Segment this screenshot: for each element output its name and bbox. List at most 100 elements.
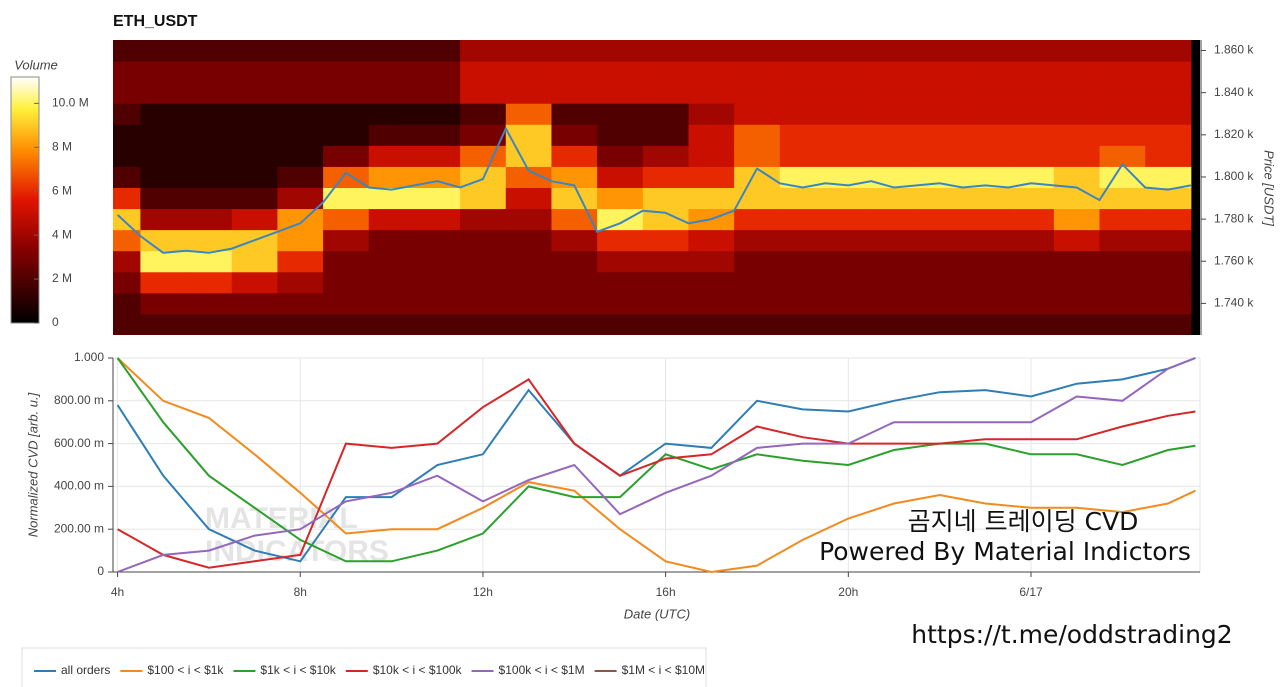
heatmap-cell <box>734 250 781 273</box>
heatmap-cell <box>825 313 872 335</box>
heatmap-cell <box>688 166 735 188</box>
heatmap-cell <box>1099 229 1146 252</box>
heatmap-cell <box>871 166 918 188</box>
heatmap-cell <box>186 208 233 231</box>
heatmap-cell <box>1145 82 1192 104</box>
heatmap-cell <box>688 103 735 125</box>
heatmap-cell <box>916 61 964 83</box>
heatmap-cell <box>916 208 964 231</box>
heatmap-cell <box>1008 145 1055 167</box>
heatmap-cell <box>688 292 735 315</box>
heatmap-cell <box>368 292 415 315</box>
heatmap-cell <box>460 313 507 335</box>
heatmap-cell <box>460 103 507 125</box>
y-tick-label: 800.00 m <box>54 393 104 407</box>
heatmap-cell <box>962 40 1009 62</box>
heatmap-cell <box>368 40 415 62</box>
heatmap-cell <box>1053 103 1101 125</box>
series-line <box>117 357 1196 573</box>
heatmap-cell <box>113 313 141 335</box>
heatmap-cell <box>323 124 370 146</box>
heatmap-cell <box>460 292 507 315</box>
heatmap-cell <box>277 124 324 146</box>
heatmap-cell <box>186 166 233 188</box>
heatmap-cell <box>186 40 233 62</box>
heatmap-cell <box>277 313 324 335</box>
heatmap-cell <box>642 271 689 294</box>
heatmap-cell <box>113 166 141 188</box>
colorbar-tick-label: 10.0 M <box>52 96 89 110</box>
heatmap-cell <box>597 313 644 335</box>
heatmap-cell <box>277 40 324 62</box>
heatmap-cell <box>113 40 141 62</box>
heatmap-cell <box>505 271 552 294</box>
heatmap-cell <box>962 124 1009 146</box>
heatmap-cell <box>642 103 689 125</box>
heatmap-cell <box>642 313 689 335</box>
heatmap-cell <box>368 124 415 146</box>
heatmap-cell <box>551 124 598 146</box>
x-axis-label: Date (UTC) <box>624 606 690 621</box>
heatmap-cell <box>186 103 233 125</box>
heatmap-cell <box>871 229 918 252</box>
heatmap-cell <box>642 40 689 62</box>
heatmap-cell <box>962 145 1009 167</box>
heatmap-cell <box>323 166 370 188</box>
heatmap-cell <box>460 271 507 294</box>
heatmap-cell <box>597 145 644 167</box>
heatmap-cell <box>597 187 644 210</box>
heatmap-cell <box>825 103 872 125</box>
heatmap-cell <box>597 208 644 231</box>
heatmap-cell <box>113 250 141 273</box>
heatmap-cell <box>642 145 689 167</box>
heatmap-cell <box>1053 40 1101 62</box>
heatmap-cell <box>916 313 964 335</box>
heatmap-cell <box>368 313 415 335</box>
heatmap-cell <box>551 145 598 167</box>
heatmap-cell <box>734 208 781 231</box>
y2-tick-label: 1.840 k <box>1214 85 1254 99</box>
y2-tick-label: 1.860 k <box>1214 43 1254 57</box>
legend-label: $100 < i < $1k <box>147 663 224 677</box>
heatmap-cell <box>551 271 598 294</box>
y2-tick-label: 1.780 k <box>1214 211 1254 225</box>
colorbar-tick-label: 6 M <box>52 183 72 197</box>
heatmap-cell <box>871 124 918 146</box>
legend-label: $1M < i < $10M <box>622 663 705 677</box>
heatmap-cell <box>825 292 872 315</box>
heatmap-cell <box>962 166 1009 188</box>
heatmap-cell <box>414 40 461 62</box>
heatmap-cell <box>1099 61 1146 83</box>
heatmap-cell <box>779 292 826 315</box>
heatmap-cell <box>734 40 781 62</box>
heatmap-cell <box>113 229 141 252</box>
heatmap-cell <box>962 82 1009 104</box>
heatmap-cell <box>113 82 141 104</box>
heatmap-cell <box>688 271 735 294</box>
heatmap-cell <box>414 271 461 294</box>
y-axis-label: Normalized CVD [arb. u.] <box>25 392 40 537</box>
heatmap-cell <box>414 124 461 146</box>
heatmap-cell <box>505 229 552 252</box>
heatmap-cell <box>323 40 370 62</box>
heatmap-cell <box>231 40 278 62</box>
heatmap-cell <box>734 229 781 252</box>
heatmap-cell <box>597 124 644 146</box>
heatmap-cell <box>460 187 507 210</box>
heatmap-cell <box>871 292 918 315</box>
heatmap-cell <box>551 82 598 104</box>
heatmap-cell <box>642 292 689 315</box>
heatmap-cell <box>186 271 233 294</box>
heatmap-cell <box>1053 61 1101 83</box>
series-line <box>116 357 1196 574</box>
lines <box>116 357 1196 574</box>
heatmap-cell <box>1008 61 1055 83</box>
heatmap-cell <box>642 229 689 252</box>
heatmap-cell <box>871 145 918 167</box>
heatmap-cell <box>688 229 735 252</box>
x-tick-label: 8h <box>294 585 307 599</box>
heatmap-cell <box>688 82 735 104</box>
heatmap-cell <box>414 61 461 83</box>
heatmap-cell <box>1053 187 1101 210</box>
heatmap-cell <box>1145 124 1192 146</box>
